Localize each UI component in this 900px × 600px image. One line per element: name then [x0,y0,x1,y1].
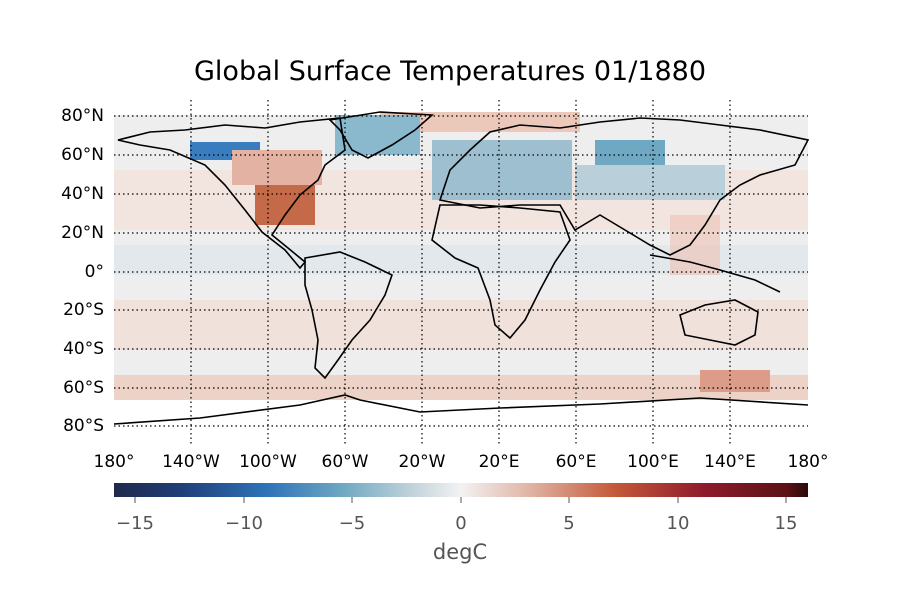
colorbar-tick-label: −15 [116,513,154,534]
south-america-coast [304,251,393,380]
colorbar-ticks [134,497,787,503]
lon-label: 60°E [555,452,597,472]
lat-label: 80°N [61,106,104,126]
lon-label: 180° [787,452,829,472]
colorbar-tick-label: −10 [225,513,263,534]
southeast-asia-islands [649,254,781,293]
gridlines [114,100,808,445]
europe-asia-coast [438,117,810,256]
coastlines [113,111,810,425]
lat-label: 20°S [63,300,104,320]
lon-label: 140°W [162,452,220,472]
lat-label: 40°N [61,184,104,204]
lat-label: 20°N [61,223,104,243]
lat-label: 60°N [61,145,104,165]
lat-label: 80°S [63,416,104,436]
colorbar-tick-label: 0 [455,513,467,534]
colorbar-tick-label: 5 [563,513,575,534]
lat-label: 40°S [63,339,104,359]
greenland-coast [328,111,434,159]
lon-label: 180° [93,452,135,472]
map-title: Global Surface Temperatures 01/1880 [194,56,706,87]
north-america-coast [117,117,346,270]
lon-label: 100°W [239,452,297,472]
colorbar-unit-label: degC [432,540,488,564]
lat-label: 0° [84,262,104,282]
lat-label: 60°S [63,378,104,398]
africa-coast [431,204,571,340]
colorbar-tick-label: 10 [666,513,690,534]
lon-label: 140°E [704,452,756,472]
colorbar-tick-label: −5 [338,513,366,534]
lon-label: 20°W [398,452,446,472]
lon-label: 60°W [321,452,369,472]
lon-label: 100°E [627,452,679,472]
temperature-field [114,112,808,430]
lon-label: 20°E [478,452,520,472]
colorbar [114,483,808,497]
antarctica-coast [113,394,809,425]
australia-coast [679,299,759,346]
colorbar-tick-label: 15 [774,513,798,534]
